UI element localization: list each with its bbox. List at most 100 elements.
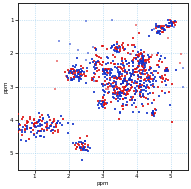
Point — [114, 92, 117, 95]
Point — [131, 86, 134, 89]
Point — [132, 110, 135, 113]
Point — [123, 86, 126, 89]
Point — [166, 24, 169, 27]
Point — [170, 22, 173, 26]
Point — [122, 80, 125, 83]
Point — [48, 115, 51, 118]
Point — [157, 29, 160, 32]
Point — [152, 78, 155, 81]
Point — [110, 69, 113, 72]
Point — [14, 128, 17, 131]
Point — [158, 25, 161, 28]
Point — [80, 140, 83, 143]
Point — [116, 93, 119, 96]
Point — [162, 26, 165, 29]
Point — [140, 75, 143, 78]
Point — [122, 81, 125, 84]
Point — [82, 147, 85, 150]
Point — [161, 27, 164, 30]
Point — [155, 53, 159, 57]
Point — [157, 25, 160, 28]
Point — [149, 56, 152, 59]
Point — [152, 112, 155, 115]
Point — [53, 117, 56, 120]
Point — [25, 125, 28, 128]
Point — [142, 66, 145, 69]
Point — [139, 83, 142, 86]
Point — [116, 86, 119, 89]
Point — [159, 30, 162, 33]
Point — [34, 136, 37, 139]
Point — [151, 83, 154, 86]
Point — [103, 103, 106, 106]
Point — [76, 146, 79, 149]
Point — [78, 75, 81, 78]
Point — [157, 59, 160, 62]
Point — [151, 78, 154, 81]
Point — [161, 60, 164, 63]
Point — [171, 83, 174, 86]
Point — [109, 62, 112, 65]
Point — [118, 76, 121, 79]
Point — [90, 78, 93, 81]
Point — [134, 86, 137, 89]
Point — [38, 119, 41, 122]
Point — [151, 84, 155, 88]
Point — [103, 106, 106, 109]
Point — [139, 48, 142, 51]
Point — [87, 52, 90, 55]
Point — [139, 86, 142, 89]
Point — [126, 84, 129, 87]
Point — [150, 113, 153, 116]
Point — [160, 24, 163, 27]
Point — [94, 60, 97, 63]
Point — [164, 69, 167, 72]
Point — [136, 64, 139, 67]
Point — [156, 30, 159, 33]
Point — [145, 61, 148, 64]
Point — [107, 83, 110, 86]
Point — [142, 59, 145, 62]
Point — [118, 47, 121, 50]
Point — [145, 83, 148, 86]
Point — [139, 62, 142, 65]
Point — [140, 63, 143, 66]
Point — [131, 98, 134, 101]
Point — [154, 79, 157, 82]
Point — [104, 87, 108, 90]
Point — [111, 92, 114, 95]
Point — [125, 80, 128, 83]
Point — [18, 123, 21, 126]
Point — [38, 130, 41, 133]
Point — [33, 122, 36, 125]
Point — [135, 106, 138, 109]
Point — [122, 82, 125, 85]
Point — [159, 76, 163, 79]
Point — [143, 61, 146, 64]
Point — [124, 76, 127, 79]
Point — [33, 119, 36, 122]
Point — [100, 82, 103, 85]
Point — [110, 75, 113, 78]
Point — [136, 70, 139, 73]
Point — [117, 76, 120, 79]
Point — [159, 76, 162, 79]
Point — [121, 46, 124, 49]
Point — [44, 126, 47, 129]
Point — [142, 56, 145, 59]
Point — [124, 60, 127, 63]
Point — [97, 100, 100, 103]
Point — [101, 64, 104, 67]
Point — [83, 145, 86, 148]
Point — [122, 103, 125, 106]
Point — [114, 92, 117, 95]
Point — [138, 87, 141, 90]
Point — [150, 83, 153, 86]
Point — [137, 54, 140, 57]
Point — [138, 85, 141, 88]
Point — [163, 80, 166, 83]
Point — [104, 68, 107, 71]
Point — [74, 66, 77, 69]
Point — [106, 71, 109, 74]
Point — [142, 94, 145, 97]
